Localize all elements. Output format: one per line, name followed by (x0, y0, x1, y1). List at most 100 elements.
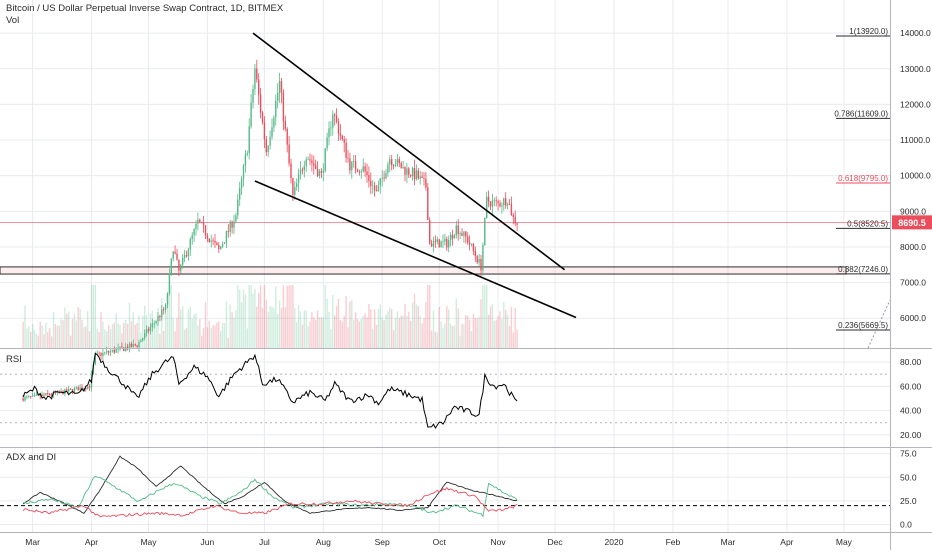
rsi-tick-label: 80.00 (900, 357, 922, 367)
volume-bar (79, 308, 81, 348)
volume-bar (463, 323, 465, 348)
candle-body (33, 394, 36, 396)
volume-bar (144, 305, 146, 348)
candle-body (449, 234, 452, 241)
volume-bar (358, 321, 361, 348)
volume-bar (311, 312, 313, 348)
volume-bar (449, 323, 452, 348)
candle-body (204, 225, 207, 236)
price-tick-label: 10000.0 (900, 171, 931, 181)
volume-bar (284, 307, 286, 348)
rsi-tick-label: 40.00 (900, 406, 922, 416)
candle-body (324, 148, 326, 171)
price-tick-label: 7000.0 (900, 278, 926, 288)
support-zone (0, 266, 847, 275)
projection-line (867, 299, 891, 349)
volume-bar (391, 309, 393, 348)
volume-bar (206, 327, 209, 348)
volume-bar (383, 320, 385, 348)
volume-bar (457, 308, 459, 348)
adx-line (22, 455, 518, 515)
volume-bar (278, 300, 281, 348)
volume-bar (421, 323, 423, 348)
volume-bar (425, 301, 427, 348)
candle-body (296, 183, 298, 187)
volume-bar (413, 293, 416, 348)
candle-body (377, 185, 380, 192)
volume-bar (282, 285, 285, 348)
fib-level-label: 0.382(7246.0) (838, 265, 888, 274)
candle-body (448, 240, 450, 248)
volume-bar (193, 314, 195, 348)
candle-body (242, 165, 245, 179)
adx-tick-label: 0.0 (900, 519, 912, 529)
volume-bar (185, 328, 188, 348)
volume-bar (303, 310, 305, 348)
candle-body (239, 188, 241, 200)
volume-bar (419, 315, 421, 348)
volume-bar (75, 320, 77, 348)
volume-label: Vol (6, 15, 20, 26)
volume-bar (486, 285, 488, 348)
candle-body (49, 393, 51, 395)
candle-body (50, 394, 53, 396)
candle-body (115, 349, 117, 353)
volume-bar (404, 303, 406, 348)
volume-bar (436, 332, 438, 348)
candle-body (191, 235, 193, 239)
volume-bar (142, 315, 144, 348)
volume-bar (37, 335, 39, 348)
volume-bar (387, 311, 389, 348)
volume-bar (237, 285, 239, 348)
fib-level-label: 0.786(11609.0) (834, 109, 888, 118)
candle-body (24, 397, 26, 401)
candle-body (410, 174, 412, 177)
volume-bar (347, 327, 349, 348)
price-tick-label: 6000.0 (900, 313, 926, 323)
volume-bar (50, 336, 53, 348)
volume-bar (506, 314, 509, 348)
candle-body (153, 322, 155, 324)
volume-bar (43, 334, 45, 348)
candle-body (453, 235, 456, 239)
volume-bar (128, 302, 131, 348)
volume-bar (172, 317, 174, 348)
candle-body (229, 221, 231, 232)
candle-body (368, 175, 370, 181)
candle-body (119, 346, 121, 348)
candle-body (430, 243, 433, 247)
candle-body (313, 163, 315, 166)
candle-body (345, 142, 347, 158)
volume-bar (301, 324, 304, 348)
volume-bar (484, 285, 486, 348)
candle-body (514, 216, 516, 224)
candle-body (280, 81, 283, 93)
candle-body (468, 242, 471, 245)
candle-body (267, 145, 269, 153)
candle-body (508, 204, 511, 206)
volume-bar (366, 317, 368, 348)
volume-bar (427, 285, 429, 348)
volume-bar (239, 289, 241, 348)
candle-body (411, 167, 414, 177)
candle-body (170, 258, 172, 274)
volume-bar (432, 310, 435, 348)
candle-body (151, 323, 153, 328)
candle-body (180, 264, 182, 271)
time-tick-label: Mar (721, 537, 736, 547)
volume-bar (343, 315, 345, 348)
time-tick-label: 2020 (605, 537, 624, 547)
trendlines[interactable] (252, 32, 577, 319)
candle-body (77, 387, 79, 391)
candle-body (394, 165, 397, 167)
candle-body (252, 88, 254, 103)
volume-bar (299, 311, 302, 348)
candle-body (275, 100, 277, 118)
candle-body (104, 352, 106, 354)
volume-bar (136, 323, 138, 348)
candle-body (455, 225, 457, 236)
volume-bar (104, 329, 106, 348)
volume-bar (411, 302, 414, 348)
rsi-line (22, 352, 518, 430)
